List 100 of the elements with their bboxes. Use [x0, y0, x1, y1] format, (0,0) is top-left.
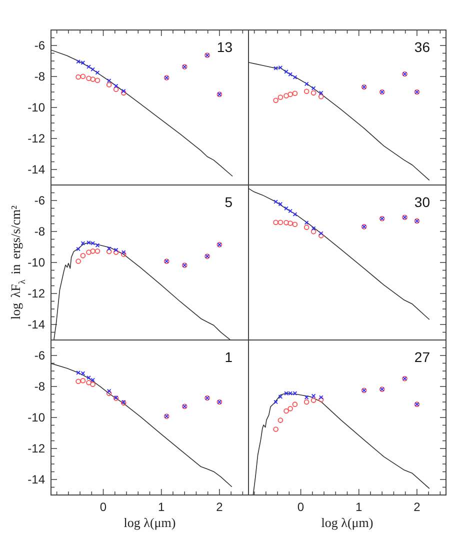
- point: [95, 70, 100, 75]
- point: [80, 74, 86, 79]
- y-tick-label: -14: [28, 472, 46, 487]
- point: [76, 258, 81, 264]
- y-tick-label: -14: [28, 318, 46, 332]
- point: [288, 220, 293, 226]
- point: [318, 94, 324, 100]
- y-tick-label: -6: [34, 194, 46, 208]
- y-tick-label: -14: [28, 162, 46, 177]
- point: [288, 72, 292, 76]
- point: [106, 388, 112, 394]
- point: [90, 76, 96, 82]
- point: [106, 248, 112, 254]
- y-tick-label: -10: [28, 410, 46, 425]
- point: [278, 394, 283, 399]
- point: [273, 220, 278, 226]
- x-tick-label: 0: [297, 500, 304, 514]
- point: [292, 212, 298, 216]
- point: [318, 233, 324, 238]
- point: [106, 78, 112, 83]
- y-tick-label: -12: [28, 286, 46, 301]
- point: [80, 378, 86, 384]
- point: [318, 90, 324, 96]
- point: [284, 391, 288, 396]
- text: 13: [216, 39, 233, 55]
- point: [278, 94, 284, 100]
- x-tick-label: 1: [158, 500, 166, 514]
- point: [311, 394, 316, 398]
- point: [311, 226, 316, 231]
- point: [304, 220, 309, 225]
- point: [311, 86, 316, 90]
- point: [114, 248, 118, 252]
- point: [310, 398, 316, 403]
- point: [292, 90, 298, 96]
- point: [288, 406, 293, 412]
- point: [284, 70, 288, 74]
- point: [86, 380, 92, 386]
- point: [288, 92, 293, 97]
- point: [90, 248, 96, 254]
- point: [86, 76, 92, 82]
- point: [120, 252, 126, 257]
- point: [76, 378, 81, 384]
- point: [284, 220, 289, 226]
- point: [318, 231, 324, 236]
- line-series: [54, 242, 231, 340]
- point: [90, 382, 96, 387]
- y-tick-label: -6: [34, 38, 46, 53]
- point: [288, 208, 292, 214]
- point: [318, 397, 324, 402]
- text: 1: [224, 349, 233, 365]
- point: [114, 84, 118, 88]
- point: [94, 248, 100, 254]
- point: [120, 90, 126, 96]
- point: [278, 418, 284, 423]
- point: [121, 88, 126, 94]
- point: [86, 250, 92, 255]
- point: [310, 90, 316, 96]
- point: [310, 229, 316, 234]
- point: [113, 250, 119, 255]
- text: 5: [224, 194, 233, 210]
- point: [273, 98, 278, 104]
- point: [318, 395, 324, 400]
- point: [90, 378, 95, 382]
- point: [86, 64, 91, 69]
- y-tick-label: -10: [28, 256, 46, 270]
- x-tick-label: 2: [414, 500, 421, 514]
- y-tick-label: -10: [28, 100, 46, 115]
- point: [106, 82, 112, 88]
- point: [304, 224, 310, 230]
- point: [86, 376, 91, 380]
- point: [80, 253, 86, 258]
- point: [106, 390, 112, 396]
- y-tick-label: -8: [34, 70, 46, 84]
- x-tick-label: 1: [356, 500, 363, 514]
- y-tick-label: -8: [34, 224, 46, 239]
- point: [273, 426, 278, 432]
- x-axis-title: log λ(μm): [124, 515, 176, 530]
- text: 36: [414, 39, 430, 55]
- point: [94, 78, 100, 84]
- point: [284, 93, 289, 98]
- point: [284, 206, 288, 211]
- point: [292, 402, 298, 407]
- point: [121, 250, 126, 254]
- point: [76, 74, 81, 80]
- point: [292, 222, 298, 228]
- point: [304, 399, 310, 405]
- x-tick-label: 2: [216, 500, 224, 514]
- point: [292, 75, 298, 80]
- point: [304, 82, 309, 86]
- point: [304, 395, 309, 400]
- point: [106, 246, 112, 251]
- y-tick-label: -12: [28, 132, 46, 146]
- point: [90, 67, 95, 72]
- point: [76, 246, 80, 252]
- x-tick-label: 0: [100, 500, 107, 514]
- y-tick-label: -6: [34, 348, 46, 363]
- point: [113, 86, 119, 92]
- point: [304, 88, 310, 94]
- point: [284, 408, 289, 414]
- line-series: [51, 363, 232, 488]
